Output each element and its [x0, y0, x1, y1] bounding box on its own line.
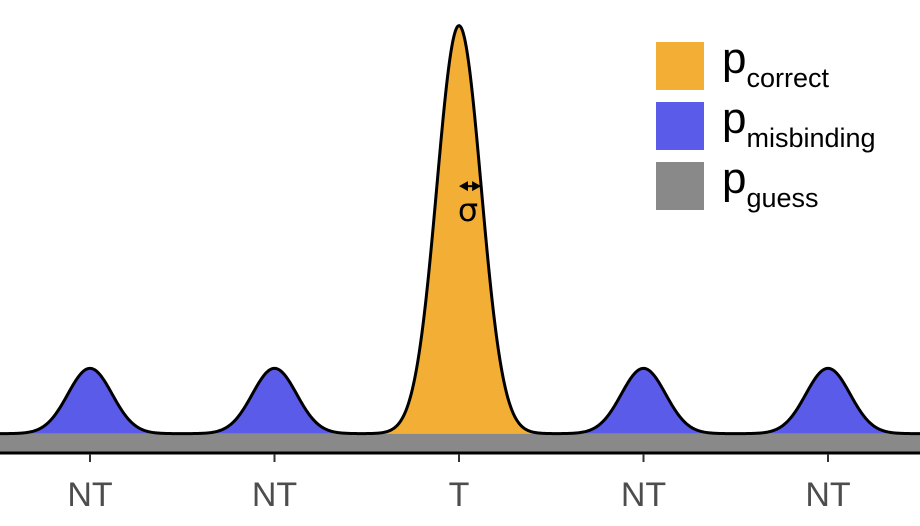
- legend-label-misbinding: pmisbinding: [722, 94, 876, 153]
- legend-label-guess: pguess: [722, 154, 819, 213]
- misbinding-area: [551, 368, 736, 434]
- plot-area: [0, 24, 920, 455]
- x-tick-label: NT: [252, 476, 297, 514]
- distribution-areas: [0, 25, 920, 434]
- sigma-arrowhead-right: [472, 181, 482, 192]
- legend-swatch-misbinding: [656, 102, 704, 150]
- sigma-label: σ: [458, 191, 478, 229]
- sigma-annotation: σ: [458, 181, 482, 229]
- x-axis-ticks: NT NT T NT NT: [67, 454, 851, 514]
- misbinding-area: [735, 368, 920, 434]
- x-tick-label: NT: [67, 476, 112, 514]
- density-outline: [0, 24, 920, 436]
- misbinding-area: [182, 368, 367, 434]
- correct-area: [366, 25, 552, 434]
- legend-swatch-guess: [656, 162, 704, 210]
- x-tick-label: T: [449, 476, 470, 514]
- legend-label-correct: pcorrect: [722, 34, 829, 93]
- x-tick-label: NT: [805, 476, 850, 514]
- misbinding-area: [0, 368, 183, 434]
- guess-band: [0, 433, 920, 452]
- sigma-arrowhead-left: [459, 181, 468, 192]
- x-tick-label: NT: [621, 476, 666, 514]
- legend-swatch-correct: [656, 42, 704, 90]
